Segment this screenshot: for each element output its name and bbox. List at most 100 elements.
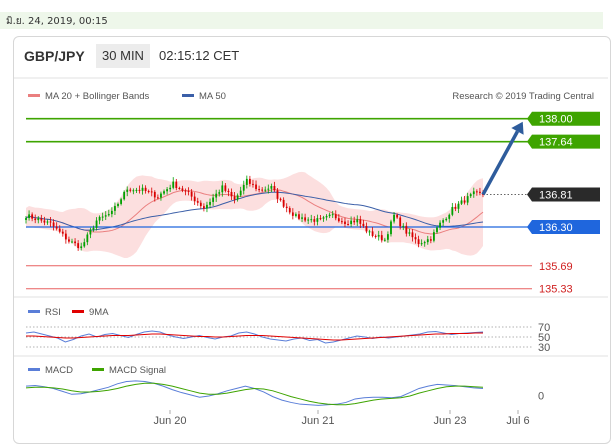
candle-body	[206, 204, 208, 209]
candle-body	[463, 200, 466, 203]
candle-body	[301, 217, 303, 219]
candle-body	[442, 220, 445, 223]
candle-body	[68, 239, 70, 242]
candle-body	[58, 228, 61, 232]
candle-body	[166, 189, 169, 192]
candle-body	[89, 229, 92, 235]
rsi-ma-legend-label: 9MA	[89, 307, 109, 318]
candle-body	[276, 190, 279, 199]
rsi-tick-label: 30	[538, 342, 550, 354]
candle-body	[353, 220, 356, 223]
candle-body	[172, 181, 175, 188]
candle-body	[236, 195, 239, 200]
candle-body	[445, 218, 448, 221]
candle-body	[74, 241, 76, 244]
candle-body	[396, 214, 399, 218]
candle-body	[49, 221, 52, 223]
candle-body	[374, 235, 377, 237]
candle-body	[153, 191, 156, 198]
candle-body	[362, 223, 365, 227]
candle-body	[209, 201, 211, 205]
candle-body	[126, 189, 129, 192]
last-price-label: 136.81	[539, 189, 573, 201]
candle-body	[123, 191, 126, 200]
candle-body	[359, 219, 362, 224]
candle-body	[261, 189, 264, 191]
candle-body	[218, 192, 221, 194]
candle-body	[150, 191, 153, 193]
candle-body	[34, 218, 37, 221]
ma50-line	[25, 191, 484, 231]
candle-body	[347, 224, 349, 226]
candle-body	[448, 214, 451, 219]
candle-body	[202, 206, 205, 209]
candle-body	[255, 184, 257, 190]
candle-body	[147, 191, 150, 193]
candle-body	[55, 226, 58, 229]
rsi-legend-swatch	[28, 310, 40, 313]
candle-body	[307, 219, 310, 221]
candle-body	[163, 191, 165, 194]
candle-body	[322, 217, 325, 219]
candle-body	[43, 220, 46, 223]
candle-body	[426, 239, 429, 243]
candle-body	[83, 242, 86, 247]
candle-body	[212, 197, 215, 202]
candle-body	[267, 188, 270, 190]
candle-body	[436, 227, 438, 233]
candle-body	[61, 231, 64, 234]
candle-body	[37, 218, 40, 221]
candle-body	[135, 189, 138, 191]
candle-body	[245, 178, 248, 185]
candle-body	[411, 232, 414, 238]
x-tick-label: Jun 21	[301, 415, 334, 427]
timeframe-button[interactable]: 30 MIN	[96, 44, 150, 68]
candle-body	[46, 221, 49, 223]
candle-body	[270, 185, 273, 189]
candle-body	[52, 222, 55, 227]
candle-body	[230, 192, 233, 197]
rsi-ma-line	[26, 332, 483, 341]
candle-body	[475, 191, 478, 193]
candle-body	[460, 200, 463, 204]
target-price-tag	[527, 111, 600, 126]
macd-signal-line	[25, 382, 484, 406]
support-price-label: 135.33	[539, 284, 573, 296]
candle-body	[451, 207, 454, 215]
candle-body	[156, 197, 159, 199]
candle-body	[298, 214, 300, 219]
candle-body	[92, 227, 95, 230]
bollinger-band	[26, 171, 483, 259]
pivot-price-label: 136.30	[539, 222, 573, 234]
timestamp: มิ.ย. 24, 2019, 00:15	[6, 16, 108, 27]
candle-body	[221, 185, 224, 193]
candle-body	[433, 232, 435, 241]
candle-body	[469, 194, 472, 197]
candle-body	[175, 181, 178, 188]
timestamp-bar	[0, 12, 603, 29]
candle-body	[86, 234, 89, 243]
candle-body	[405, 225, 408, 234]
x-tick-label: Jun 20	[153, 415, 186, 427]
candle-body	[402, 225, 405, 227]
rsi-legend-label: RSI	[45, 307, 61, 318]
candle-body	[423, 242, 426, 244]
macd-line	[25, 380, 484, 406]
candle-body	[390, 221, 392, 235]
candle-body	[288, 208, 291, 213]
candle-body	[368, 231, 371, 233]
candle-body	[25, 218, 27, 220]
candle-body	[472, 191, 475, 195]
candle-body	[334, 214, 337, 219]
x-tick-label: Jul 6	[506, 415, 529, 427]
candle-body	[325, 216, 328, 218]
candle-body	[193, 196, 196, 202]
candle-body	[120, 199, 122, 204]
candle-body	[393, 214, 395, 222]
candle-body	[178, 187, 181, 189]
ma20-legend-label: MA 20 + Bollinger Bands	[45, 91, 150, 102]
candle-body	[227, 190, 230, 193]
ma20-legend-swatch	[28, 94, 40, 97]
candle-body	[114, 206, 116, 211]
candle-body	[160, 193, 162, 198]
